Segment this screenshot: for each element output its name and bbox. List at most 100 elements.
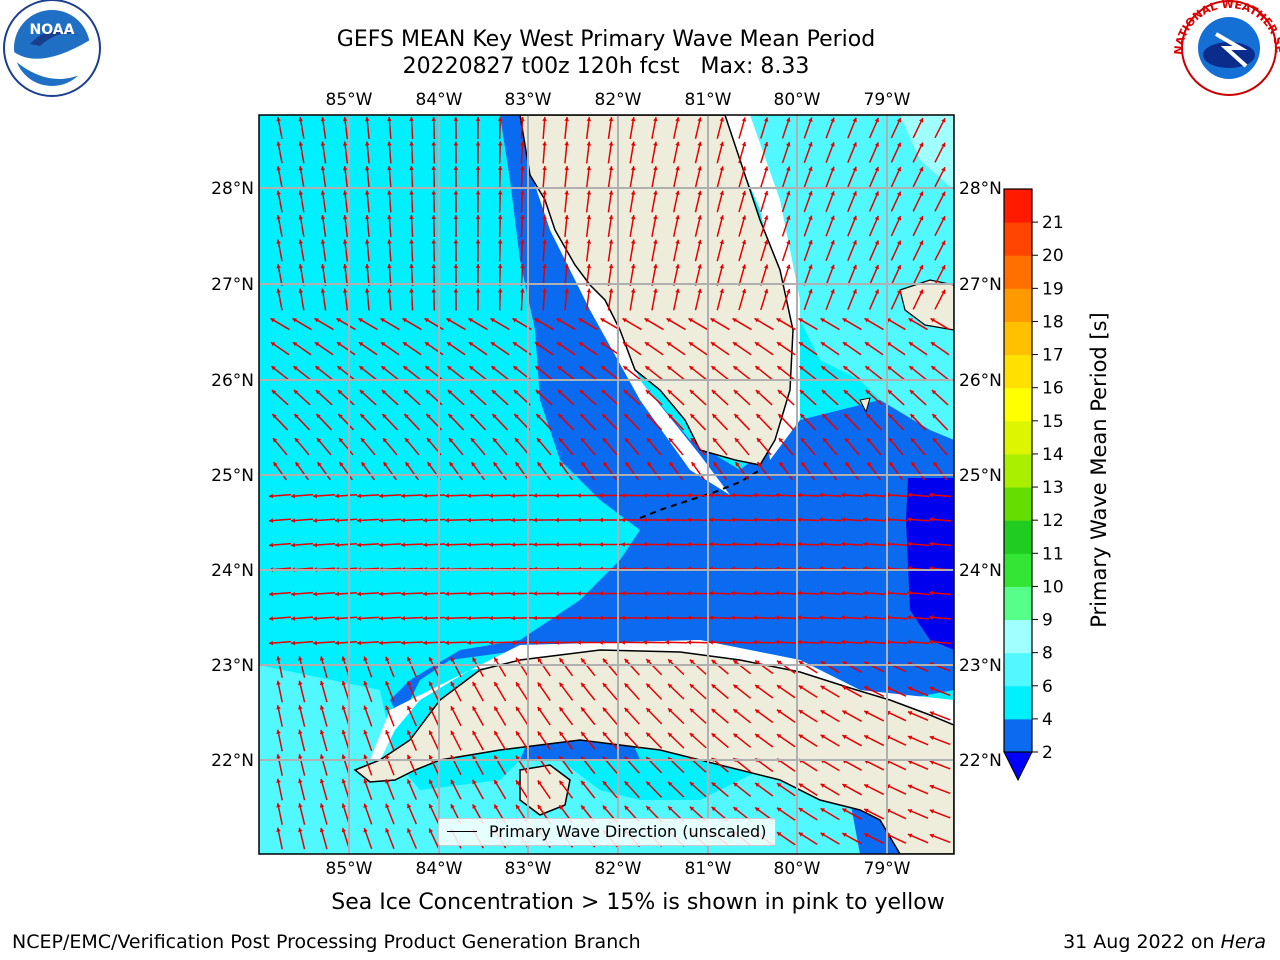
wave-arrow-head bbox=[799, 366, 804, 371]
wave-arrow-head bbox=[763, 141, 769, 147]
wave-arrow-head bbox=[558, 414, 563, 419]
wave-arrow-head bbox=[320, 141, 326, 146]
wave-arrow-head bbox=[401, 616, 405, 621]
wave-arrow-head bbox=[293, 366, 298, 371]
wave-arrow-head bbox=[298, 117, 304, 122]
wave-arrow-head bbox=[453, 264, 459, 268]
colorbar-tick-label: 10 bbox=[1042, 577, 1064, 597]
wave-arrow-head bbox=[490, 342, 496, 347]
wave-arrow-head bbox=[713, 462, 718, 467]
wave-arrow-head bbox=[298, 705, 303, 710]
wave-arrow-head bbox=[852, 289, 857, 294]
wave-arrow-head bbox=[819, 541, 823, 547]
wave-arrow-head bbox=[511, 517, 515, 523]
wave-arrow-head bbox=[731, 590, 735, 596]
wave-arrow-head bbox=[564, 117, 570, 122]
wave-arrow-head bbox=[537, 731, 542, 736]
wave-arrow-head bbox=[295, 462, 300, 467]
wave-arrow-head bbox=[276, 680, 281, 685]
wave-arrow-head bbox=[475, 190, 481, 195]
wave-arrow-head bbox=[711, 659, 717, 665]
wave-arrow-head bbox=[298, 166, 304, 171]
wave-arrow-head bbox=[941, 216, 946, 221]
wave-arrow-head bbox=[542, 264, 547, 269]
wave-arrow-head bbox=[516, 804, 521, 810]
colorbar-tick-label: 12 bbox=[1042, 511, 1064, 531]
wave-arrow-head bbox=[808, 166, 813, 172]
wave-arrow-head bbox=[580, 414, 585, 419]
wave-arrow-head bbox=[711, 390, 717, 395]
wave-arrow-head bbox=[687, 640, 691, 645]
wave-arrow-head bbox=[863, 541, 868, 547]
wave-arrow-head bbox=[732, 318, 738, 323]
wave-arrow-head bbox=[385, 828, 390, 833]
wave-arrow-head bbox=[490, 318, 496, 323]
wave-arrow-head bbox=[754, 342, 760, 347]
wave-arrow-head bbox=[776, 660, 782, 665]
wave-arrow-head bbox=[586, 288, 592, 293]
wave-arrow-head bbox=[586, 239, 592, 244]
wave-arrow-head bbox=[687, 493, 691, 498]
wave-arrow-head bbox=[341, 681, 347, 686]
wave-arrow-head bbox=[665, 640, 669, 645]
wave-arrow-head bbox=[520, 141, 525, 146]
wave-arrow-head bbox=[763, 117, 769, 122]
wave-arrow-head bbox=[830, 264, 835, 270]
wave-arrow-head bbox=[852, 264, 857, 270]
wave-arrow-head bbox=[475, 239, 481, 244]
wave-arrow-head bbox=[842, 686, 847, 691]
wave-arrow-head bbox=[643, 615, 647, 621]
wave-arrow-head bbox=[776, 783, 782, 788]
wave-arrow-head bbox=[512, 342, 518, 347]
wave-arrow-head bbox=[908, 318, 914, 323]
wave-arrow-head bbox=[381, 390, 387, 395]
wave-arrow-head bbox=[516, 657, 521, 663]
wave-arrow-head bbox=[423, 542, 427, 548]
wave-arrow-head bbox=[602, 781, 608, 786]
wave-arrow-head bbox=[821, 366, 826, 371]
wave-arrow-head bbox=[536, 414, 541, 419]
wave-arrow-head bbox=[387, 288, 392, 293]
wave-arrow-head bbox=[409, 215, 414, 219]
colorbar-segment bbox=[1004, 288, 1032, 322]
wave-arrow-head bbox=[602, 414, 607, 419]
colorbar: 2 4 6 8 9 10 11 12 13 14 15 16 17 18 19 20 21 Primary Wa… bbox=[1003, 188, 1111, 782]
wave-arrow-head bbox=[798, 342, 804, 347]
wave-arrow-head bbox=[364, 288, 370, 293]
wave-arrow-head bbox=[675, 288, 680, 293]
wave-arrow-head bbox=[929, 711, 935, 716]
wave-arrow-head bbox=[819, 639, 823, 645]
wave-arrow-head bbox=[941, 167, 946, 172]
wave-arrow-head bbox=[646, 806, 651, 811]
wave-arrow-head bbox=[755, 684, 760, 690]
ocean-shading-6-8s-south bbox=[259, 665, 880, 854]
wave-arrow-head bbox=[697, 190, 702, 196]
lat-label: 24°N bbox=[959, 561, 1002, 581]
wave-arrow-head bbox=[910, 414, 915, 419]
wave-arrow-head bbox=[360, 414, 365, 419]
wave-arrow-head bbox=[409, 190, 414, 195]
wave-arrow-head bbox=[687, 591, 691, 596]
wave-arrow-head bbox=[445, 615, 449, 621]
colorbar-segment bbox=[1004, 487, 1032, 521]
wave-arrow-head bbox=[357, 591, 362, 597]
wave-arrow-head bbox=[276, 778, 281, 783]
colorbar-segment bbox=[1004, 255, 1032, 289]
wave-arrow-head bbox=[357, 542, 362, 548]
wave-arrow-head bbox=[668, 414, 673, 419]
wave-arrow-head bbox=[314, 342, 320, 347]
wave-arrow-head bbox=[763, 288, 769, 294]
lon-label: 84°W bbox=[416, 859, 463, 879]
wave-arrow-head bbox=[559, 780, 564, 786]
wave-arrow-head bbox=[511, 615, 515, 621]
wave-arrow-head bbox=[608, 288, 614, 293]
wave-arrow-head bbox=[602, 732, 608, 737]
wave-arrow-head bbox=[675, 141, 680, 146]
wave-arrow-head bbox=[269, 640, 274, 646]
wave-arrow-head bbox=[709, 492, 713, 498]
wave-arrow-head bbox=[830, 117, 835, 123]
wave-arrow-head bbox=[298, 827, 303, 833]
wave-arrow-head bbox=[450, 681, 455, 687]
wave-arrow-head bbox=[533, 542, 537, 547]
